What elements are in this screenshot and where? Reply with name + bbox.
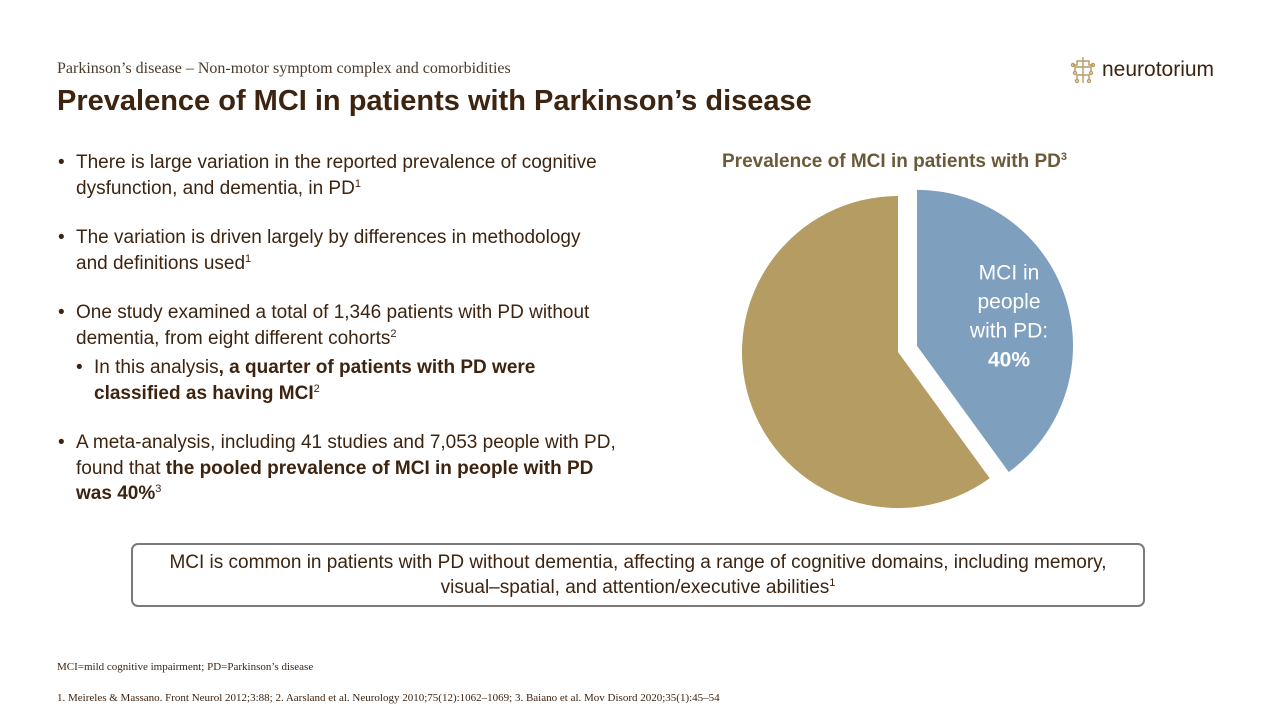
abbreviations-footnote: MCI=mild cognitive impairment; PD=Parkin… xyxy=(57,661,314,673)
chart-title: Prevalence of MCI in patients with PD3 xyxy=(722,151,1067,173)
slide-subtitle: Parkinson’s disease – Non-motor symptom … xyxy=(57,60,511,77)
chart-title-text: Prevalence of MCI in patients with PD xyxy=(722,151,1061,172)
callout-text: MCI is common in patients with PD withou… xyxy=(169,552,1107,598)
key-message-box: MCI is common in patients with PD withou… xyxy=(131,543,1145,607)
citation-sup: 3 xyxy=(155,483,162,495)
pie-slice-1 xyxy=(742,196,990,509)
citation-sup: 3 xyxy=(1060,151,1068,163)
key-message-text: MCI is common in patients with PD withou… xyxy=(153,550,1123,600)
brain-logo-icon xyxy=(1070,57,1096,84)
bullet-text: There is large variation in the reported… xyxy=(76,152,597,199)
bullet-item: There is large variation in the reported… xyxy=(57,150,617,201)
pie-value-label: 40% xyxy=(988,348,1030,371)
bullet-bold-text: , a quarter of patients with PD were cla… xyxy=(94,357,536,404)
citation-sup: 2 xyxy=(313,382,320,395)
citation-sup: 1 xyxy=(354,177,361,190)
bullet-text: In this analysis xyxy=(94,357,219,378)
bullet-item: A meta-analysis, including 41 studies an… xyxy=(57,430,617,507)
references: 1. Meireles & Massano. Front Neurol 2012… xyxy=(57,692,720,704)
slide-title: Prevalence of MCI in patients with Parki… xyxy=(57,85,812,117)
logo-text: neurotorium xyxy=(1102,58,1215,81)
citation-sup: 1 xyxy=(245,252,252,265)
pie-slice-0 xyxy=(917,189,1074,473)
sub-bullet-item: In this analysis, a quarter of patients … xyxy=(75,355,617,406)
bullet-item: The variation is driven largely by diffe… xyxy=(57,225,617,276)
bullet-text: The variation is driven largely by diffe… xyxy=(76,227,581,274)
bullet-text: One study examined a total of 1,346 pati… xyxy=(76,302,590,349)
bullet-list: There is large variation in the reported… xyxy=(57,150,617,531)
pie-label-line: MCI in xyxy=(979,261,1040,284)
citation-sup: 1 xyxy=(829,577,836,589)
pie-label-line: with PD: xyxy=(969,319,1048,342)
pie-chart: MCI in people with PD: 40% xyxy=(742,189,1074,509)
bullet-bold-text: the pooled prevalence of MCI in people w… xyxy=(76,457,594,505)
bullet-item: One study examined a total of 1,346 pati… xyxy=(57,300,617,351)
neurotorium-logo: neurotorium xyxy=(1070,54,1214,86)
bullet-text: A meta-analysis, including 41 studies an… xyxy=(76,432,616,479)
pie-label-line: people xyxy=(977,290,1040,313)
citation-sup: 2 xyxy=(390,327,397,340)
